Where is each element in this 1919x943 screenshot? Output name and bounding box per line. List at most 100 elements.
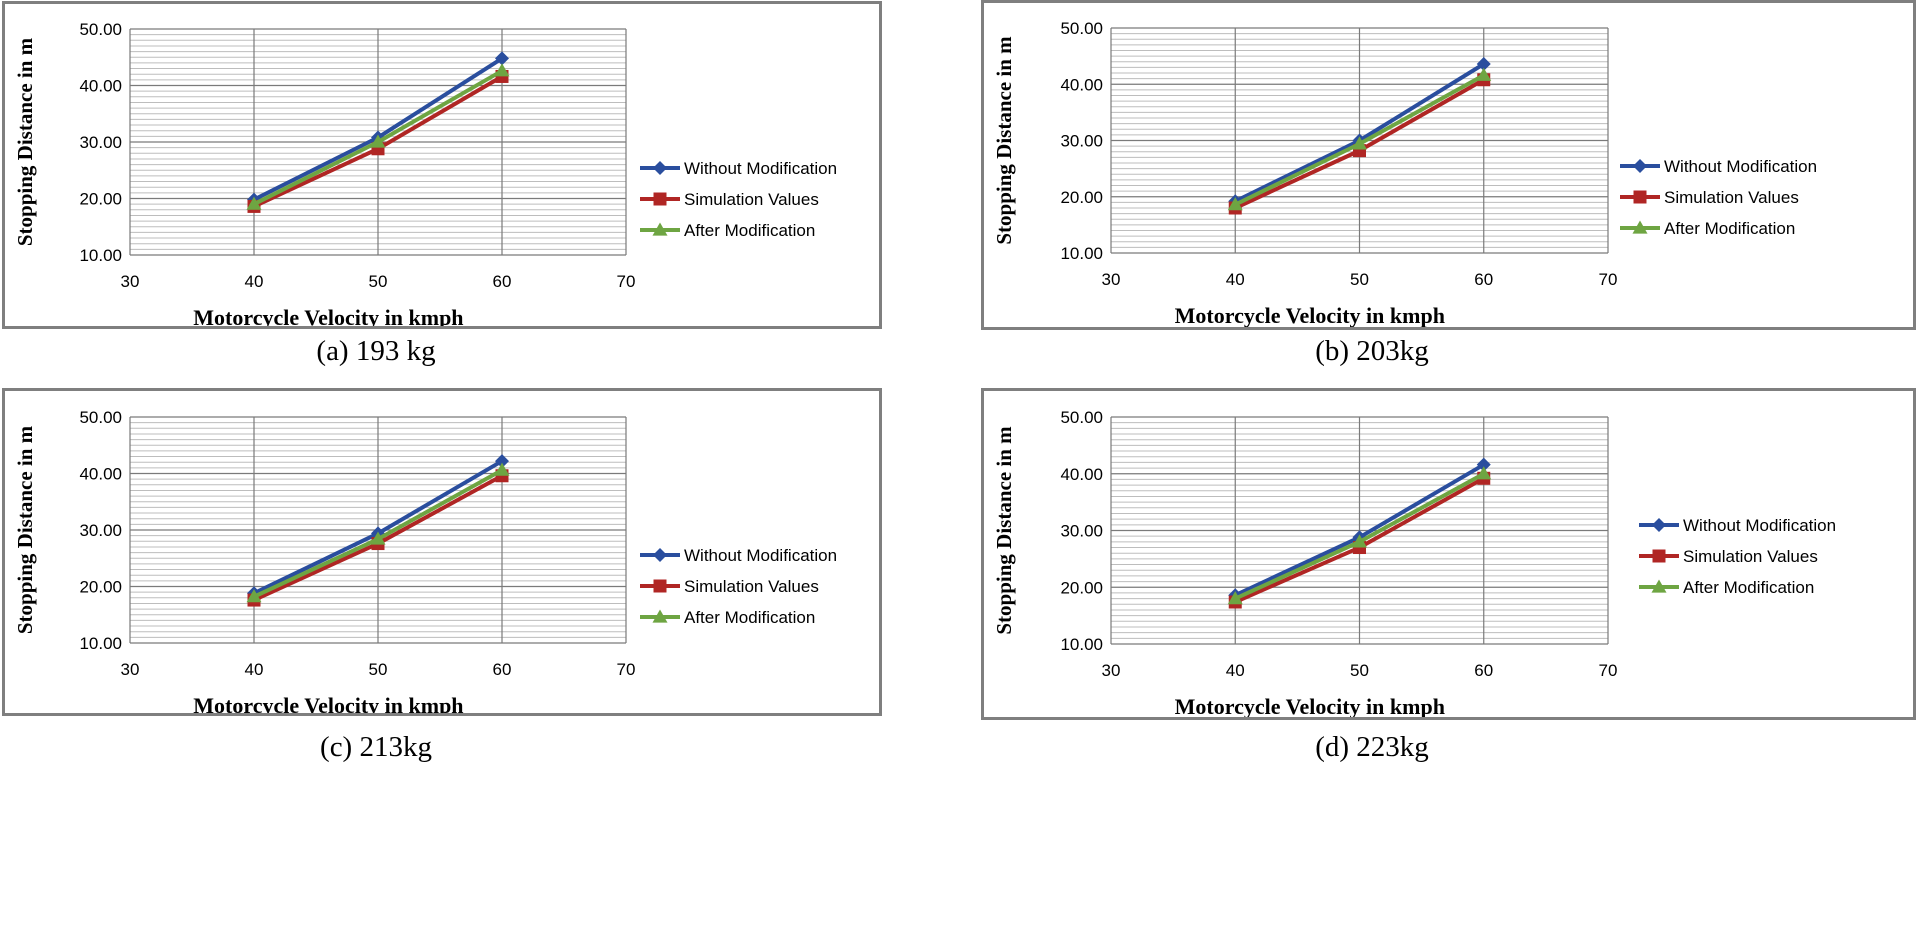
legend: Without Modification Simulation Values Aft… [640, 546, 837, 627]
y-tick-label: 30.00 [1060, 522, 1103, 541]
chart-panel-3: 10.00 20.00 30.00 40.00 50.00 30 40 50 60 70 Motor… [2, 388, 882, 716]
legend-marker [1633, 190, 1647, 204]
x-tick-label: 70 [1599, 661, 1618, 680]
data-point [495, 454, 509, 469]
y-tick-label: 30.00 [79, 133, 122, 152]
chart-panel-4: 10.00 20.00 30.00 40.00 50.00 30 40 50 60 70 Motor… [981, 388, 1916, 720]
data-point [370, 134, 386, 148]
legend-marker [1633, 159, 1647, 173]
y-tick-label: 30.00 [1060, 132, 1103, 151]
x-tick-label: 30 [1102, 270, 1121, 289]
x-tick-label: 50 [369, 272, 388, 291]
legend-marker [1651, 579, 1667, 593]
data-point [1352, 136, 1367, 150]
line-chart: 10.00 20.00 30.00 40.00 50.00 30 40 50 60 70 Motor… [992, 408, 1836, 717]
data-point [1476, 57, 1491, 71]
y-axis-title: Stopping Distance in m [992, 426, 1016, 635]
legend-marker [653, 161, 667, 175]
legend-label: Simulation Values [684, 577, 819, 596]
legend-marker [652, 222, 668, 236]
y-axis-title: Stopping Distance in m [13, 425, 37, 634]
data-point [246, 589, 262, 603]
y-axis-title: Stopping Distance in m [13, 37, 37, 246]
legend-marker [653, 192, 667, 206]
x-tick-label: 40 [1226, 661, 1245, 680]
legend: Without Modification Simulation Values Aft… [1639, 516, 1836, 597]
figure-caption: (d) 223kg [1315, 731, 1429, 763]
data-point [370, 531, 386, 545]
x-tick-label: 40 [245, 272, 264, 291]
y-tick-label: 10.00 [79, 246, 122, 265]
x-tick-label: 70 [617, 660, 636, 679]
figure-caption: (a) 193 kg [316, 335, 436, 367]
x-tick-label: 70 [617, 272, 636, 291]
data-point [494, 63, 510, 77]
legend-label: Without Modification [684, 159, 837, 178]
legend-label: Without Modification [1683, 516, 1836, 535]
legend-marker [1632, 220, 1648, 234]
x-tick-label: 50 [369, 660, 388, 679]
x-tick-label: 70 [1599, 270, 1618, 289]
data-point [1227, 197, 1243, 211]
series-after-modification [246, 63, 510, 210]
y-tick-label: 50.00 [1060, 19, 1103, 38]
x-tick-label: 60 [1474, 661, 1493, 680]
y-tick-label: 20.00 [1060, 188, 1103, 207]
data-point [1352, 534, 1367, 548]
x-tick-label: 30 [1102, 661, 1121, 680]
data-point [1476, 67, 1492, 81]
y-tick-label: 40.00 [79, 465, 122, 484]
series-after-modification [1227, 466, 1492, 605]
legend-marker [1652, 549, 1666, 563]
y-tick-label: 40.00 [79, 77, 122, 96]
x-axis-title: Motorcycle Velocity in kmph [193, 693, 463, 713]
y-tick-label: 10.00 [79, 634, 122, 653]
grid [129, 416, 627, 644]
line-chart: 10.00 20.00 30.00 40.00 50.00 30 40 50 60 70 Motor… [13, 20, 837, 326]
y-tick-label: 20.00 [79, 190, 122, 209]
y-tick-label: 10.00 [1060, 635, 1103, 654]
chart-panel-1: 10.00 20.00 30.00 40.00 50.00 30 40 50 60 70 Motor… [2, 1, 882, 329]
y-tick-label: 20.00 [79, 578, 122, 597]
data-point [494, 462, 510, 476]
legend-label: After Modification [684, 221, 815, 240]
x-tick-label: 60 [493, 660, 512, 679]
y-tick-label: 30.00 [79, 521, 122, 540]
legend-label: Without Modification [684, 546, 837, 565]
data-point [1476, 466, 1492, 480]
series-after-modification [1227, 67, 1492, 211]
y-axis-title: Stopping Distance in m [992, 36, 1016, 245]
x-tick-label: 30 [121, 660, 140, 679]
legend: Without Modification Simulation Values Aft… [1620, 157, 1817, 238]
line-chart: 10.00 20.00 30.00 40.00 50.00 30 40 50 60 70 Motor… [992, 19, 1817, 327]
legend-label: Simulation Values [1683, 547, 1818, 566]
y-tick-label: 10.00 [1060, 244, 1103, 263]
legend-marker [653, 579, 667, 593]
line-chart: 10.00 20.00 30.00 40.00 50.00 30 40 50 60 70 Motor… [13, 408, 837, 713]
x-axis-title: Motorcycle Velocity in kmph [1175, 694, 1445, 717]
legend-marker [1652, 518, 1666, 532]
series-after-modification [246, 462, 510, 603]
y-tick-label: 50.00 [79, 20, 122, 39]
x-tick-label: 40 [1226, 270, 1245, 289]
y-tick-label: 50.00 [1060, 408, 1103, 427]
y-tick-label: 50.00 [79, 408, 122, 427]
legend-marker [652, 609, 668, 623]
data-point [246, 196, 262, 210]
legend-label: After Modification [1683, 578, 1814, 597]
legend-label: Simulation Values [684, 190, 819, 209]
x-tick-label: 60 [493, 272, 512, 291]
legend-label: Simulation Values [1664, 188, 1799, 207]
data-point [495, 51, 509, 66]
x-tick-label: 30 [121, 272, 140, 291]
data-point [1476, 457, 1491, 472]
legend-label: After Modification [684, 608, 815, 627]
y-tick-label: 40.00 [1060, 75, 1103, 94]
x-axis-title: Motorcycle Velocity in kmph [1175, 303, 1445, 327]
x-tick-label: 50 [1350, 661, 1369, 680]
x-tick-label: 40 [245, 660, 264, 679]
x-tick-label: 60 [1474, 270, 1493, 289]
legend-label: Without Modification [1664, 157, 1817, 176]
y-tick-label: 40.00 [1060, 465, 1103, 484]
data-point [1227, 591, 1243, 605]
